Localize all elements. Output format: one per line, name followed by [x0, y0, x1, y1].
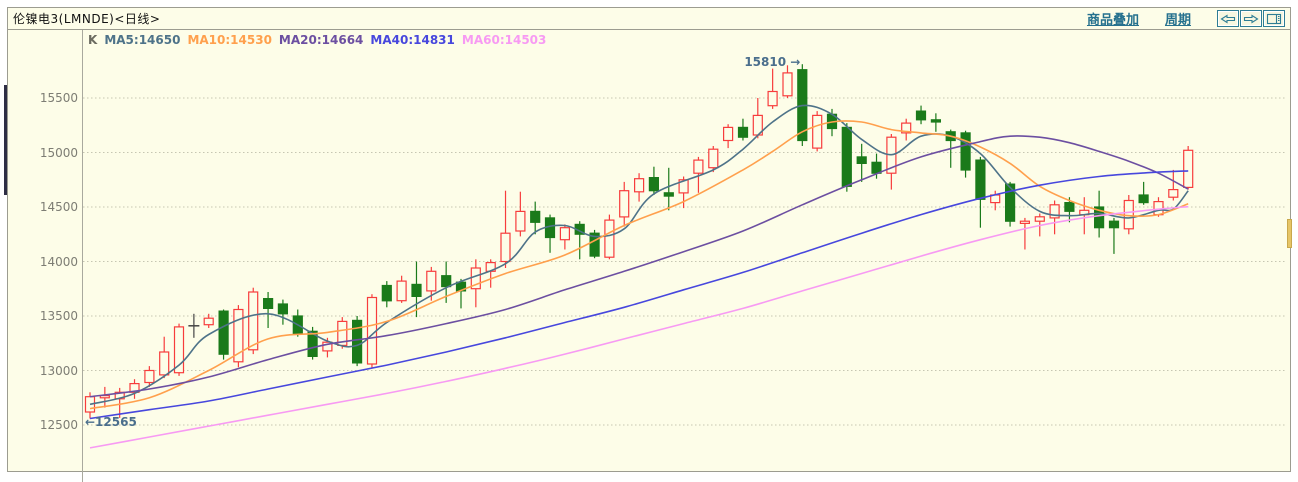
legend-ma40: MA40:14831 [370, 33, 455, 47]
title-bar: 伦镍电3(LMNDE)<日线> 商品叠加 周期 [8, 8, 1290, 30]
candle-body [871, 161, 882, 174]
ma-line-ma40 [89, 170, 1189, 420]
candle-body [1093, 206, 1105, 229]
candle-body [277, 303, 288, 315]
candles-layer [84, 64, 1194, 419]
candle-body [352, 319, 363, 364]
y-axis-label: 14000 [39, 254, 78, 269]
candle-body [307, 330, 318, 357]
annotation-15810: 15810 → [744, 55, 800, 69]
candle-body [663, 192, 674, 197]
candle-body [737, 126, 749, 138]
annotation-12565: ←12565 [85, 415, 137, 429]
candle-body [1004, 183, 1016, 222]
candle-body [648, 177, 660, 192]
candle-body [233, 308, 244, 363]
legend-ma20: MA20:14664 [278, 33, 364, 47]
candle-body [1019, 220, 1031, 224]
candle-body [915, 110, 927, 121]
candle-body [1183, 149, 1194, 189]
split-view-icon [1266, 13, 1282, 24]
candle-body [722, 126, 734, 142]
candle-body [218, 310, 229, 355]
y-axis-label: 13000 [39, 363, 78, 378]
candle-body [633, 178, 645, 193]
ma-line-ma60 [89, 205, 1189, 449]
candle-body [248, 291, 259, 351]
candle-body [1064, 202, 1075, 212]
y-axis-separator [82, 30, 83, 482]
period-link[interactable]: 周期 [1164, 13, 1191, 28]
candlestick-chart[interactable]: 15810 → ←12565 [83, 30, 1285, 471]
scroll-right-button[interactable] [1240, 10, 1262, 27]
candle-body [441, 275, 452, 288]
y-axis-label: 13500 [39, 309, 78, 323]
candle-body [767, 90, 778, 107]
candle-body [159, 351, 170, 376]
ma-line-ma5 [89, 104, 1189, 406]
y-axis-label: 14500 [39, 200, 78, 214]
chart-window: 伦镍电3(LMNDE)<日线> 商品叠加 周期 [7, 7, 1291, 472]
candle-body [381, 284, 392, 302]
ma-line-ma20 [89, 135, 1189, 398]
candle-body [530, 210, 541, 223]
candle-body [173, 326, 185, 374]
candle-body [604, 219, 615, 258]
candle-body [693, 159, 704, 174]
candle-body [322, 341, 333, 352]
y-axis-label: 15500 [39, 91, 78, 105]
candle-body [1138, 194, 1149, 204]
candle-body [500, 232, 511, 263]
grid-layer [83, 97, 1285, 426]
candle-body [782, 72, 793, 97]
candle-body [263, 298, 274, 310]
candle-body [975, 159, 986, 200]
toolbar-icon-group [1217, 10, 1285, 27]
annotations-layer: 15810 → ←12565 [85, 55, 800, 429]
candle-body [1049, 204, 1060, 219]
candle-body [589, 232, 600, 257]
candle-body [396, 280, 407, 302]
ma-lines-layer [89, 104, 1189, 449]
candle-body [1108, 220, 1120, 229]
candle-body [678, 179, 689, 194]
candle-body [960, 132, 971, 171]
candle-body [1168, 189, 1179, 198]
indicator-legend: K MA5:14650 MA10:14530 MA20:14664 MA40:14831… [88, 33, 560, 47]
legend-k-label: K [88, 33, 98, 47]
candle-body [411, 283, 422, 297]
candle-body [515, 210, 526, 232]
candle-body [129, 383, 140, 393]
scroll-right-icon [1243, 13, 1259, 24]
legend-ma-items: MA5:14650 MA10:14530 MA20:14664 MA40:14831 M… [104, 33, 553, 47]
candle-body [930, 119, 942, 123]
right-scrollbar-thumb[interactable] [1287, 219, 1292, 248]
legend-ma10: MA10:14530 [187, 33, 272, 47]
candle-body [426, 270, 437, 292]
candle-body [1034, 216, 1045, 222]
candle-body [144, 369, 155, 384]
split-view-button[interactable] [1263, 10, 1285, 27]
candle-body [559, 227, 570, 241]
candle-body [708, 148, 719, 169]
overlay-link[interactable]: 商品叠加 [1086, 13, 1139, 28]
candle-body [901, 122, 912, 134]
candle-body [841, 126, 852, 187]
legend-ma5: MA5:14650 [104, 33, 181, 47]
ma-line-ma10 [89, 120, 1189, 410]
candle-body [856, 156, 867, 165]
y-axis-label: 15000 [39, 145, 78, 160]
y-axis-label: 12500 [39, 418, 78, 432]
instrument-title: 伦镍电3(LMNDE)<日线> [13, 12, 161, 26]
candle-body [203, 317, 214, 326]
scroll-left-icon [1220, 13, 1236, 24]
candle-body [812, 114, 823, 149]
legend-ma60: MA60:14503 [461, 33, 547, 47]
candle-body [619, 190, 630, 218]
left-edge-panel-bar [4, 85, 7, 195]
scroll-left-button[interactable] [1217, 10, 1239, 27]
